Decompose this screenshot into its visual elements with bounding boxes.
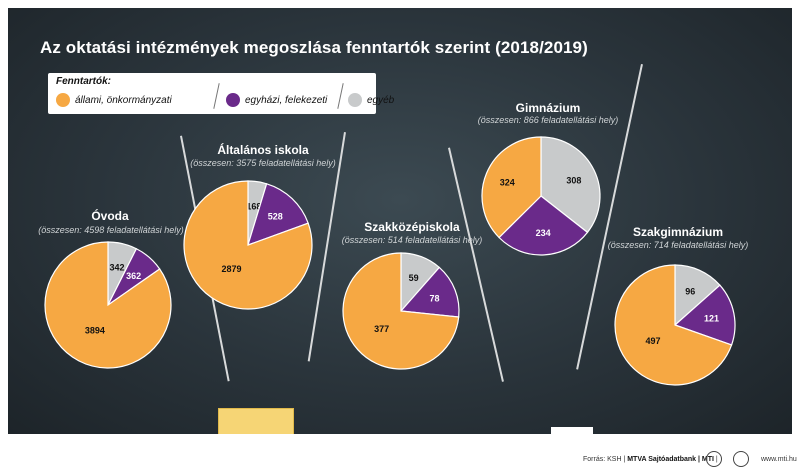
footer: Forrás: KSH | MTVA Sajtóadatbank | MTI |… [0,448,800,472]
pie-subtitle-ovoda: (összesen: 4598 feladatellátási hely) [38,225,184,235]
legend-item-egyhazi: egyházi, felekezeti [226,91,327,109]
pie-label-gimnazium-egyhazi: 234 [536,228,551,238]
chalkboard-background: Az oktatási intézmények megoszlása fennt… [8,8,792,434]
pie-label-ovoda-egyeb: 342 [110,263,125,273]
pie-subtitle-szakgimnazium: (összesen: 714 feladatellátási hely) [607,240,749,250]
pie-label-altalanos-iskola-egyeb: 168 [246,201,261,211]
footer-url[interactable]: www.mti.hu [761,456,797,463]
pie-label-gimnazium-egyeb: 308 [566,175,581,185]
legend-label-allami: állami, önkormányzati [75,94,172,106]
legend-label-egyhazi: egyházi, felekezeti [245,94,328,106]
pie-slice-altalanos-iskola-allami [183,180,313,310]
pie-label-ovoda-allami: 3894 [85,326,105,336]
legend-item-allami: állami, önkormányzati [56,91,172,109]
footer-source: Forrás: KSH | MTVA Sajtóadatbank | MTI | [583,456,718,463]
pie-slice-gimnazium-egyeb [540,136,601,234]
legend-item-egyeb: egyéb [348,91,394,109]
mti-logo-icon [706,451,722,467]
footer-source-brand: MTVA Sajtóadatbank | MTI [627,456,714,463]
footer-source-prefix: Forrás: KSH | [583,456,628,463]
pie-label-ovoda-egyhazi: 362 [126,271,141,281]
pie-slice-szakkozepiskola-egyhazi [399,266,460,318]
pie-title-altalanos-iskola: Általános iskola [217,143,309,157]
mti-logo-icon [733,451,749,467]
legend-label-egyeb: egyéb [367,94,395,106]
pie-title-szakgimnazium: Szakgimnázium [632,225,724,239]
pie-label-szakgimnazium-allami: 497 [645,336,660,346]
pie-label-altalanos-iskola-egyhazi: 528 [268,212,283,222]
pie-label-altalanos-iskola-allami: 2879 [221,264,241,274]
legend-swatch-allami [56,93,70,107]
pie-slice-ovoda-allami [44,241,172,369]
pie-slice-gimnazium-egyhazi [498,195,589,256]
chalk-piece-decoration [551,427,593,434]
pie-title-szakkozepiskola: Szakközépiskola [364,220,460,234]
chart-title: Az oktatási intézmények megoszlása fennt… [40,38,588,57]
pie-slice-szakkozepiskola-allami [342,252,460,370]
legend-heading: Fenntartók: [56,76,111,87]
pie-slice-altalanos-iskola-egyhazi [247,183,309,246]
pie-label-gimnazium-allami: 324 [500,177,515,187]
legend: Fenntartók: állami, önkormányzati egyház… [48,73,394,114]
pie-slice-gimnazium-allami [481,136,542,239]
legend-swatch-egyeb [348,93,362,107]
pie-title-ovoda: Óvoda [91,209,129,223]
pie-label-szakkozepiskola-egyhazi: 78 [429,293,439,303]
pie-subtitle-szakkozepiskola: (összesen: 514 feladatellátási hely) [341,235,483,245]
legend-swatch-egyhazi [226,93,240,107]
pie-label-szakgimnazium-egyhazi: 121 [704,313,719,323]
pie-title-gimnazium: Gimnázium [515,101,581,115]
pie-label-szakgimnazium-egyeb: 96 [685,287,695,297]
pie-subtitle-altalanos-iskola: (összesen: 3575 feladatellátási hely) [190,158,336,168]
pie-label-szakkozepiskola-allami: 377 [374,324,389,334]
pie-label-szakkozepiskola-egyeb: 59 [409,273,419,283]
pie-slice-szakgimnazium-allami [614,264,733,386]
eraser-decoration [218,408,294,434]
pie-subtitle-gimnazium: (összesen: 866 feladatellátási hely) [477,115,619,125]
